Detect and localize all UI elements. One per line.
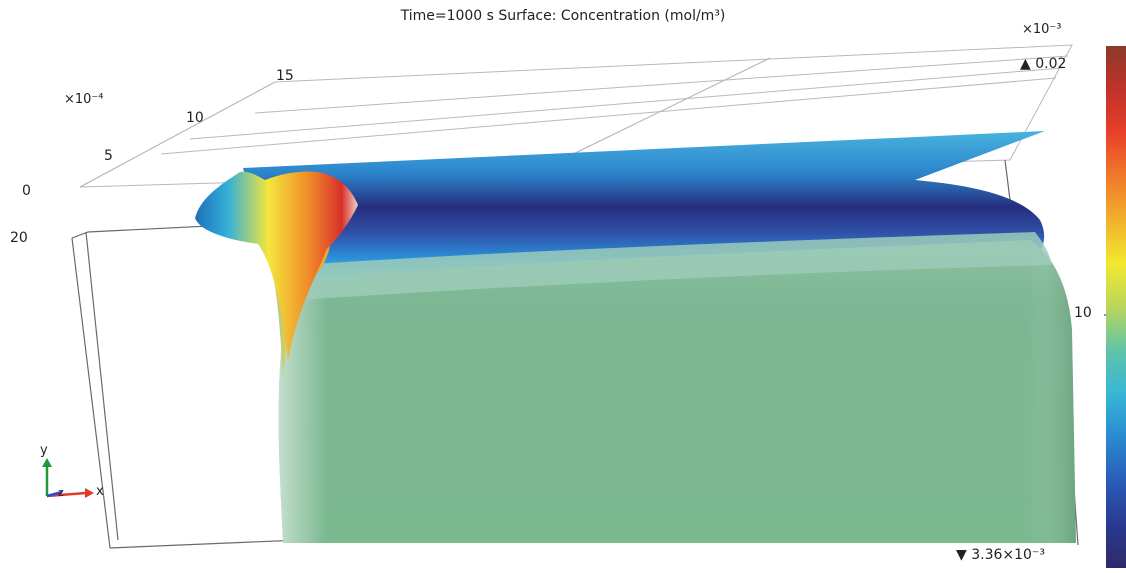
surface-peak <box>195 171 358 360</box>
colorbar-max-label: ▲ 0.02 <box>1020 56 1067 72</box>
surface-transition <box>300 232 1052 300</box>
axis-tick-10: 10 <box>186 110 204 126</box>
axis-tick-20: 20 <box>10 230 28 246</box>
plot-title: Time=1000 s Surface: Concentration (mol/… <box>400 8 726 24</box>
triad-z-axis <box>46 490 63 498</box>
axis-tick-right-10: 10 <box>1074 305 1092 321</box>
axis-tick-15: 15 <box>276 68 294 84</box>
triad-y-label: y <box>40 443 48 458</box>
triad-x-label: x <box>96 484 104 499</box>
triad-z-label: z <box>58 486 64 499</box>
axis-tick-0: 0 <box>22 183 31 199</box>
surface-wall-shading <box>278 240 1076 543</box>
axis-scale-x: ×10⁻³ <box>1022 22 1062 37</box>
colorbar-min-label: ▼ 3.36×10⁻³ <box>956 547 1045 563</box>
axis-triad <box>42 458 94 498</box>
axis-tick-5: 5 <box>104 148 113 164</box>
colorbar <box>1106 46 1126 568</box>
colorbar-gradient <box>1106 46 1126 568</box>
axis-scale-y: ×10⁻⁴ <box>64 92 104 107</box>
